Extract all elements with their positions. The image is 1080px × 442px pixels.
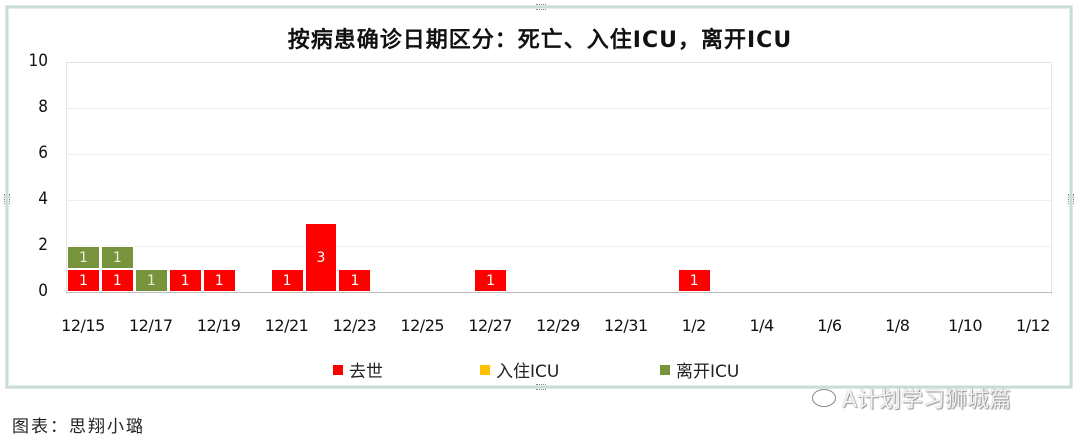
data-label: 1	[112, 272, 122, 289]
data-label: 1	[689, 272, 699, 289]
watermark: A计划学习狮城篇	[812, 382, 1011, 414]
x-tick-label: 12/15	[61, 316, 105, 335]
y-tick-label: 10	[28, 51, 48, 71]
watermark-text: A计划学习狮城篇	[842, 388, 1012, 413]
wechat-icon	[812, 389, 836, 407]
legend-swatch-yellow-icon	[480, 364, 490, 375]
data-label: 1	[282, 272, 292, 289]
chart-caption: 图表：思翔小璐	[12, 417, 145, 437]
bar-segment[interactable]: 1	[202, 269, 236, 292]
gridline	[67, 200, 1051, 201]
x-tick-label: 12/25	[400, 316, 445, 335]
gridline	[67, 108, 1051, 109]
data-label: 1	[79, 272, 88, 289]
x-tick-label: 1/12	[1016, 316, 1050, 335]
bar-segment[interactable]: 1	[100, 246, 134, 269]
legend: 去世 入住ICU 离开ICU	[0, 357, 1080, 382]
x-tick-label: 1/4	[749, 316, 774, 335]
data-label: 1	[350, 272, 360, 289]
legend-label: 入住ICU	[496, 362, 560, 382]
x-axis-line	[66, 292, 1052, 293]
x-tick-label: 12/19	[196, 316, 241, 335]
y-tick-label: 4	[38, 189, 48, 209]
bar-segment[interactable]: 1	[270, 269, 304, 292]
x-tick-label: 12/29	[536, 316, 580, 335]
chart-frame[interactable]	[4, 4, 1074, 390]
gridline	[67, 246, 1051, 247]
y-tick-label: 6	[38, 143, 48, 163]
x-tick-label: 1/8	[885, 316, 910, 335]
y-tick-label: 8	[38, 97, 48, 117]
resize-handle-right[interactable]	[1068, 194, 1074, 204]
x-tick-label: 12/27	[468, 316, 512, 335]
resize-handle-bottom[interactable]	[536, 384, 546, 390]
data-label: 1	[79, 249, 88, 266]
x-tick-label: 12/21	[264, 316, 309, 335]
x-tick-label: 12/17	[129, 316, 173, 335]
x-tick-label: 1/10	[948, 316, 983, 335]
legend-label: 去世	[349, 362, 383, 382]
data-label: 1	[486, 272, 496, 289]
bar-segment[interactable]: 1	[474, 269, 508, 292]
gridline	[67, 154, 1051, 155]
bar-segment[interactable]: 1	[338, 269, 372, 292]
bar-segment[interactable]: 1	[677, 269, 711, 292]
data-label: 3	[316, 249, 326, 266]
data-label: 1	[214, 272, 224, 289]
bar-segment[interactable]: 1	[134, 269, 168, 292]
bar-segment[interactable]: 3	[304, 223, 338, 292]
y-tick-label: 2	[38, 235, 48, 255]
bar-segment[interactable]: 1	[100, 269, 134, 292]
x-tick-label: 1/6	[817, 316, 842, 335]
x-tick-label: 12/23	[332, 316, 377, 335]
legend-item-icu-admit: 入住ICU	[480, 357, 559, 382]
data-label: 1	[112, 249, 122, 266]
x-tick-label: 1/2	[681, 316, 707, 335]
bar-segment[interactable]: 1	[67, 269, 100, 292]
data-label: 1	[180, 272, 190, 289]
bar-segment[interactable]: 1	[67, 246, 100, 269]
plot-area	[66, 62, 1052, 294]
legend-swatch-green-icon	[660, 364, 670, 375]
y-tick-label: 0	[38, 281, 48, 301]
chart-title: 按病患确诊日期区分：死亡、入住ICU，离开ICU	[287, 28, 793, 53]
x-tick-label: 12/31	[604, 316, 648, 335]
legend-label: 离开ICU	[676, 362, 740, 382]
legend-swatch-red-icon	[333, 364, 343, 375]
legend-item-icu-leave: 离开ICU	[660, 357, 739, 382]
legend-item-deaths: 去世	[333, 357, 383, 382]
data-label: 1	[146, 272, 156, 289]
bar-segment[interactable]: 1	[168, 269, 202, 292]
resize-handle-left[interactable]	[4, 194, 10, 204]
resize-handle-top[interactable]	[536, 4, 546, 10]
